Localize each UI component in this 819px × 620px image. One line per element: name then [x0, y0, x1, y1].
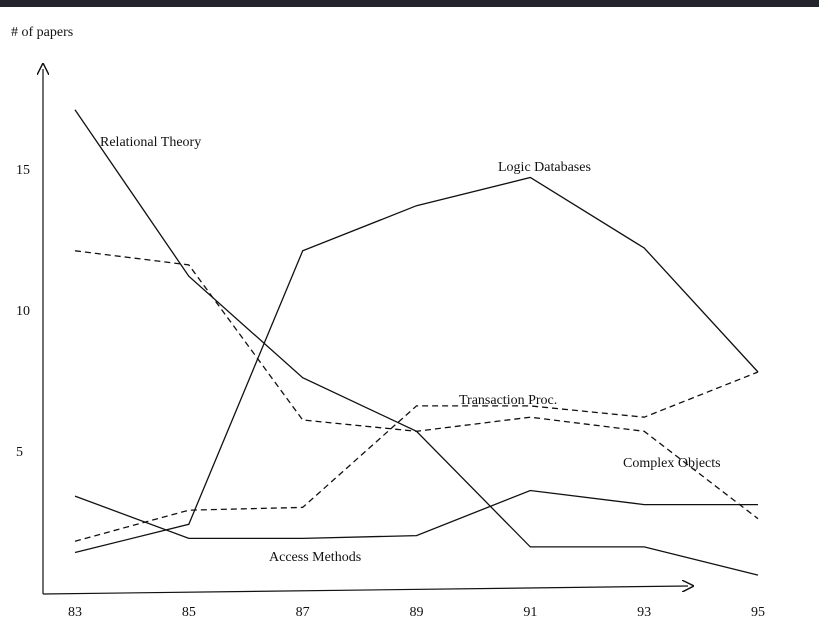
series-label: Access Methods [269, 550, 361, 565]
series-line-transaction-proc [74, 371, 759, 542]
x-axis [42, 586, 688, 595]
series-lines [74, 109, 759, 576]
x-tick-label: 83 [68, 605, 82, 620]
series-line-logic-databases [74, 176, 759, 554]
axes [42, 69, 688, 595]
series-label: Logic Databases [498, 160, 591, 175]
line-chart: # of papers 5 10 15 83 85 87 89 91 93 95 Relatio… [11, 25, 765, 620]
series-label: Relational Theory [100, 135, 201, 150]
x-tick-label: 95 [751, 605, 765, 620]
x-tick-labels: 83 85 87 89 91 93 95 [68, 605, 765, 620]
x-tick-label: 85 [182, 605, 196, 620]
series-line-complex-objects [74, 250, 759, 520]
x-tick-label: 91 [523, 605, 537, 620]
series-line-access-methods [74, 489, 758, 540]
y-tick-labels: 5 10 15 [16, 163, 30, 460]
x-tick-label: 93 [637, 605, 651, 620]
series-label: Transaction Proc. [459, 393, 557, 408]
y-tick-label: 5 [16, 445, 23, 460]
x-tick-label: 87 [296, 605, 310, 620]
series-labels: Relational Theory Logic Databases Complex … [100, 135, 721, 565]
series-label: Complex Objects [623, 456, 721, 471]
chart-paper: # of papers 5 10 15 83 85 87 89 91 93 95 Relatio… [0, 7, 819, 620]
top-bar [0, 0, 819, 7]
y-axis-label: # of papers [11, 25, 73, 40]
y-tick-label: 10 [16, 304, 30, 319]
x-tick-label: 89 [410, 605, 424, 620]
y-tick-label: 15 [16, 163, 30, 178]
series-line-relational-theory [74, 109, 759, 576]
